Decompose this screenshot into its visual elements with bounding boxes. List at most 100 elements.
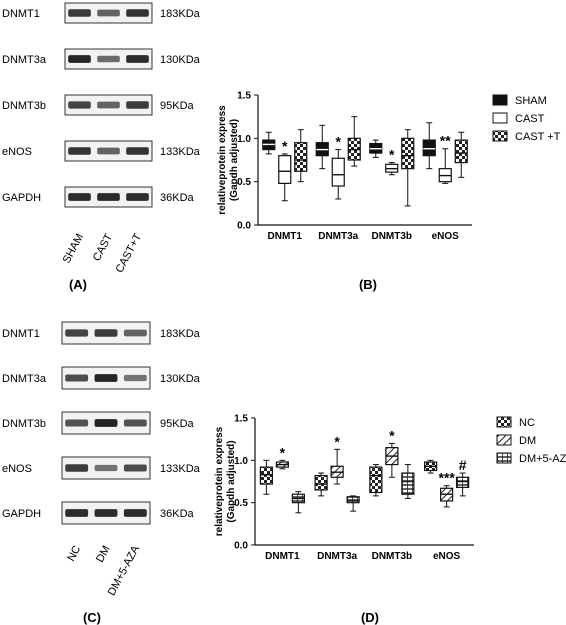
blot-bottom-protein-label: DNMT1 [2, 328, 40, 340]
chart-b-x-tick-label: DNMT3a [318, 231, 358, 242]
blot-top-band [126, 193, 149, 201]
chart-b-x-tick-label: DNMT1 [268, 231, 303, 242]
chart-b-box-cast-t-dnmt1 [294, 129, 308, 183]
chart-d-box-body [456, 476, 470, 489]
chart-b-y-tick-label: 1.0 [237, 134, 251, 145]
blot-top-band [68, 147, 91, 155]
blot-top-row-gapdh: GAPDH 36KDa [2, 186, 195, 208]
blot-top-band [126, 147, 149, 155]
chart-d-box-body [259, 466, 273, 485]
chart-b-box-body [422, 139, 436, 157]
chart-d-box-dm-5-aza-enos [456, 472, 470, 497]
chart-d-box-nc-dnmt1 [259, 459, 273, 495]
blot-top-band [97, 193, 120, 201]
blot-top-band [97, 101, 120, 109]
blot-bottom-band-size: 183KDa [160, 328, 201, 340]
blot-top-row-dnmt3b: DNMT3b 95KDa [2, 94, 195, 116]
chart-d-significance-mark: * [389, 427, 395, 443]
panel-label-c: (C) [83, 610, 101, 625]
blot-bottom-row-enos: eNOS 133KDa [2, 456, 201, 480]
chart-d-y-tick-label: 0.0 [234, 541, 248, 552]
chart-d-box-dm-dnmt3b [385, 442, 399, 478]
chart-b-significance-mark: * [282, 138, 288, 154]
blot-top-lane-label: SHAM [61, 232, 87, 266]
blot-top-band-size: 36KDa [160, 192, 195, 204]
blot-top-band [97, 55, 120, 63]
chart-d-box-dm-dnmt3a [330, 448, 344, 485]
chart-d-y-tick-label: 1.0 [234, 456, 248, 467]
blot-bottom-lane-label: DM [94, 544, 113, 565]
chart-b-box-sham-dnmt3b [369, 139, 383, 158]
chart-b-y-axis-label: (Gapdh adjusted) [229, 119, 240, 201]
blot-bottom-band [94, 464, 118, 472]
blot-bottom-protein-label: eNOS [2, 463, 32, 475]
blot-bottom-band [65, 509, 89, 517]
blot-bottom-band [94, 509, 118, 517]
blot-top-lane-label: CAST+T [114, 232, 145, 275]
chart-b-box-cast-t-enos [454, 131, 468, 178]
chart-b-box-cast-dnmt3b [385, 162, 399, 176]
blot-bottom-band [94, 419, 118, 427]
blot-top-band [97, 147, 120, 155]
chart-d-y-tick-label: 0.5 [234, 498, 248, 509]
chart-d-y-tick-label: 1.5 [234, 414, 248, 425]
chart-b-box-sham-enos [422, 122, 436, 170]
chart-b-significance-mark: ** [440, 133, 451, 149]
blot-top-band-size: 130KDa [160, 54, 201, 66]
chart-d-significance-mark: # [459, 457, 467, 473]
blot-top-band-size: 183KDa [160, 8, 201, 20]
chart-b-box-cast-t-dnmt3b [401, 129, 415, 207]
chart-d-x-tick-label: DNMT1 [265, 551, 300, 562]
blot-top-row-dnmt3a: DNMT3a 130KDa [2, 48, 201, 70]
blot-top-protein-label: GAPDH [2, 192, 41, 204]
blot-top-row-enos: eNOS 133KDa [2, 140, 201, 162]
blot-bottom-band-size: 133KDa [160, 463, 201, 475]
blot-bottom-band [123, 509, 147, 517]
chart-d-x-tick-label: DNMT3b [372, 551, 413, 562]
blot-bottom-band [123, 419, 147, 427]
blot-top-band [68, 193, 91, 201]
chart-d-box-body [314, 474, 328, 491]
blot-bottom-protein-label: DNMT3a [2, 373, 47, 385]
western-blot-bottom: DNMT1 183KDa DNMT3a 130KDa DNMT3b 95KDa eNOS 13… [2, 321, 201, 598]
chart-b-x-tick-label: DNMT3b [371, 231, 412, 242]
blot-bottom-band [123, 374, 147, 382]
chart-d-box-dm-5-aza-dnmt3a [346, 495, 360, 512]
chart-d-legend-swatch [496, 434, 512, 446]
boxplot-b: 0.0 0.5 1.0 1.5 relativeprotein express (Gapd… [217, 91, 561, 243]
blot-top-band [68, 9, 91, 17]
chart-b-y-axis-label: relativeprotein express [217, 105, 228, 215]
chart-d-legend-label: DM [519, 435, 536, 447]
chart-b-box-body [331, 157, 345, 187]
chart-d-legend-swatch [496, 416, 512, 428]
chart-d-y-axis-label: (Gapdh adjusted) [226, 440, 237, 522]
blot-bottom-row-dnmt3a: DNMT3a 130KDa [2, 366, 201, 390]
chart-b-box-cast-dnmt3a [331, 149, 345, 200]
chart-b-legend-swatch [492, 112, 508, 124]
blot-bottom-row-gapdh: GAPDH 36KDa [2, 501, 195, 525]
blot-top-protein-label: eNOS [2, 146, 32, 158]
chart-d-significance-mark: *** [438, 470, 455, 486]
blot-bottom-band [65, 329, 89, 337]
blot-bottom-band [123, 329, 147, 337]
chart-d-legend-label: DM+5-AZA [519, 453, 566, 465]
chart-b-box-cast-t-dnmt3a [347, 116, 361, 167]
chart-d-legend-label: NC [519, 417, 535, 429]
chart-b-significance-mark: * [389, 147, 395, 163]
chart-b-legend-swatch [492, 130, 508, 142]
blot-top-protein-label: DNMT3a [2, 54, 47, 66]
chart-d-box-dm-5-aza-dnmt1 [291, 491, 305, 514]
blot-bottom-band-size: 36KDa [160, 508, 195, 520]
blot-top-band-size: 95KDa [160, 100, 195, 112]
chart-d-y-axis-label: relativeprotein express [214, 426, 225, 536]
blot-bottom-lane-label: NC [65, 544, 83, 564]
chart-b-box-body [401, 137, 415, 170]
chart-d-box-nc-dnmt3a [314, 472, 328, 497]
chart-b-legend-label: SHAM [515, 95, 547, 107]
chart-d-significance-mark: * [334, 433, 340, 449]
boxplot-d: 0.0 0.5 1.0 1.5 relativeprotein express (Gapd… [214, 414, 566, 563]
chart-d-x-tick-label: DNMT3a [317, 551, 357, 562]
blot-top-band [126, 9, 149, 17]
chart-d-box-nc-dnmt3b [369, 464, 383, 497]
chart-d-legend-swatch [496, 452, 512, 464]
